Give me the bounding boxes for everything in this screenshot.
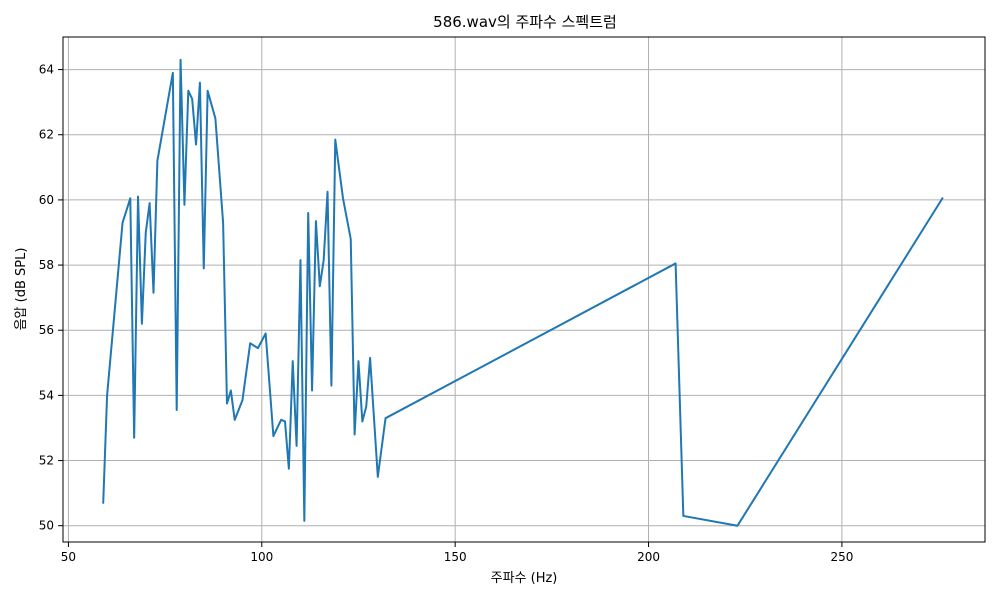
spectrum-data-point: [342, 197, 344, 199]
y-axis-ticks: 50 52 54 56 58 60 62 64: [39, 63, 63, 533]
plot-frame: [62, 36, 986, 543]
spectrum-data-point: [323, 259, 325, 261]
spectrum-data-point: [191, 98, 193, 100]
spectrum-data-point: [257, 347, 259, 349]
spectrum-data-point: [230, 390, 232, 392]
spectrum-data-point: [334, 139, 336, 141]
spectrum-data-point: [311, 390, 313, 392]
x-tick-label: 50: [61, 550, 76, 564]
spectrum-data-point: [369, 357, 371, 359]
y-tick-label: 62: [39, 128, 54, 142]
x-tick-label: 100: [250, 550, 273, 564]
y-tick-label: 54: [39, 388, 54, 402]
spectrum-data-point: [176, 409, 178, 411]
spectrum-data-point: [327, 191, 329, 193]
x-tick-label: 250: [830, 550, 853, 564]
spectrum-data-point: [280, 419, 282, 421]
spectrum-data-point: [941, 197, 943, 199]
spectrum-data-point: [207, 90, 209, 92]
y-tick-label: 60: [39, 193, 54, 207]
spectrum-data-point: [284, 420, 286, 422]
spectrum-data-point: [675, 262, 677, 264]
spectrum-data-point: [122, 222, 124, 224]
spectrum-data-point: [377, 476, 379, 478]
spectrum-data-point: [145, 231, 147, 233]
spectrum-data-point: [385, 417, 387, 419]
spectrum-data-point: [357, 360, 359, 362]
x-axis-label: 주파수 (Hz): [491, 571, 558, 586]
spectrum-series-line: [102, 58, 944, 527]
y-tick-label: 56: [39, 323, 54, 337]
spectrum-data-point: [149, 202, 151, 204]
x-axis-ticks: 50 100 150 200 250: [61, 542, 853, 564]
spectrum-data-point: [736, 525, 738, 527]
spectrum-data-point: [361, 420, 363, 422]
spectrum-data-point: [106, 394, 108, 396]
spectrum-data-point: [199, 82, 201, 84]
x-tick-label: 200: [637, 550, 660, 564]
spectrum-data-point: [234, 419, 236, 421]
y-tick-label: 52: [39, 454, 54, 468]
spectrum-data-point: [682, 515, 684, 517]
spectrum-data-point: [354, 433, 356, 435]
spectrum-data-point: [137, 196, 139, 198]
spectrum-data-point: [319, 285, 321, 287]
spectrum-data-point: [129, 197, 131, 199]
spectrum-data-point: [292, 360, 294, 362]
spectrum-data-point: [350, 238, 352, 240]
spectrum-data-point: [133, 437, 135, 439]
spectrum-data-point: [156, 160, 158, 162]
spectrum-data-point: [226, 403, 228, 405]
spectrum-data-point: [141, 323, 143, 325]
y-tick-label: 50: [39, 519, 54, 533]
y-axis-label: 음압 (dB SPL): [14, 248, 29, 331]
spectrum-data-point: [303, 520, 305, 522]
y-tick-label: 58: [39, 258, 54, 272]
spectrum-data-point: [214, 117, 216, 119]
spectrum-data-point: [172, 72, 174, 74]
spectrum-data-point: [102, 502, 104, 504]
spectrum-data-point: [315, 220, 317, 222]
spectrum-data-point: [330, 385, 332, 387]
spectrum-data-point: [307, 212, 309, 214]
spectrum-data-point: [288, 468, 290, 470]
spectrum-data-point: [249, 342, 251, 344]
series-layer: [102, 58, 944, 527]
spectrum-data-point: [153, 292, 155, 294]
x-tick-label: 150: [444, 550, 467, 564]
spectrum-data-point: [222, 222, 224, 224]
spectrum-data-point: [272, 435, 274, 437]
spectrum-data-point: [299, 259, 301, 261]
spectrum-data-point: [183, 204, 185, 206]
spectrum-data-point: [296, 445, 298, 447]
y-tick-label: 64: [39, 63, 54, 77]
spectrum-data-point: [241, 399, 243, 401]
spectrum-data-point: [365, 406, 367, 408]
spectrum-data-point: [187, 90, 189, 92]
spectrum-data-point: [180, 59, 182, 61]
spectrum-data-point: [195, 144, 197, 146]
chart-title: 586.wav의 주파수 스펙트럼: [433, 13, 617, 31]
spectrum-data-point: [265, 332, 267, 334]
spectrum-data-point: [203, 267, 205, 269]
